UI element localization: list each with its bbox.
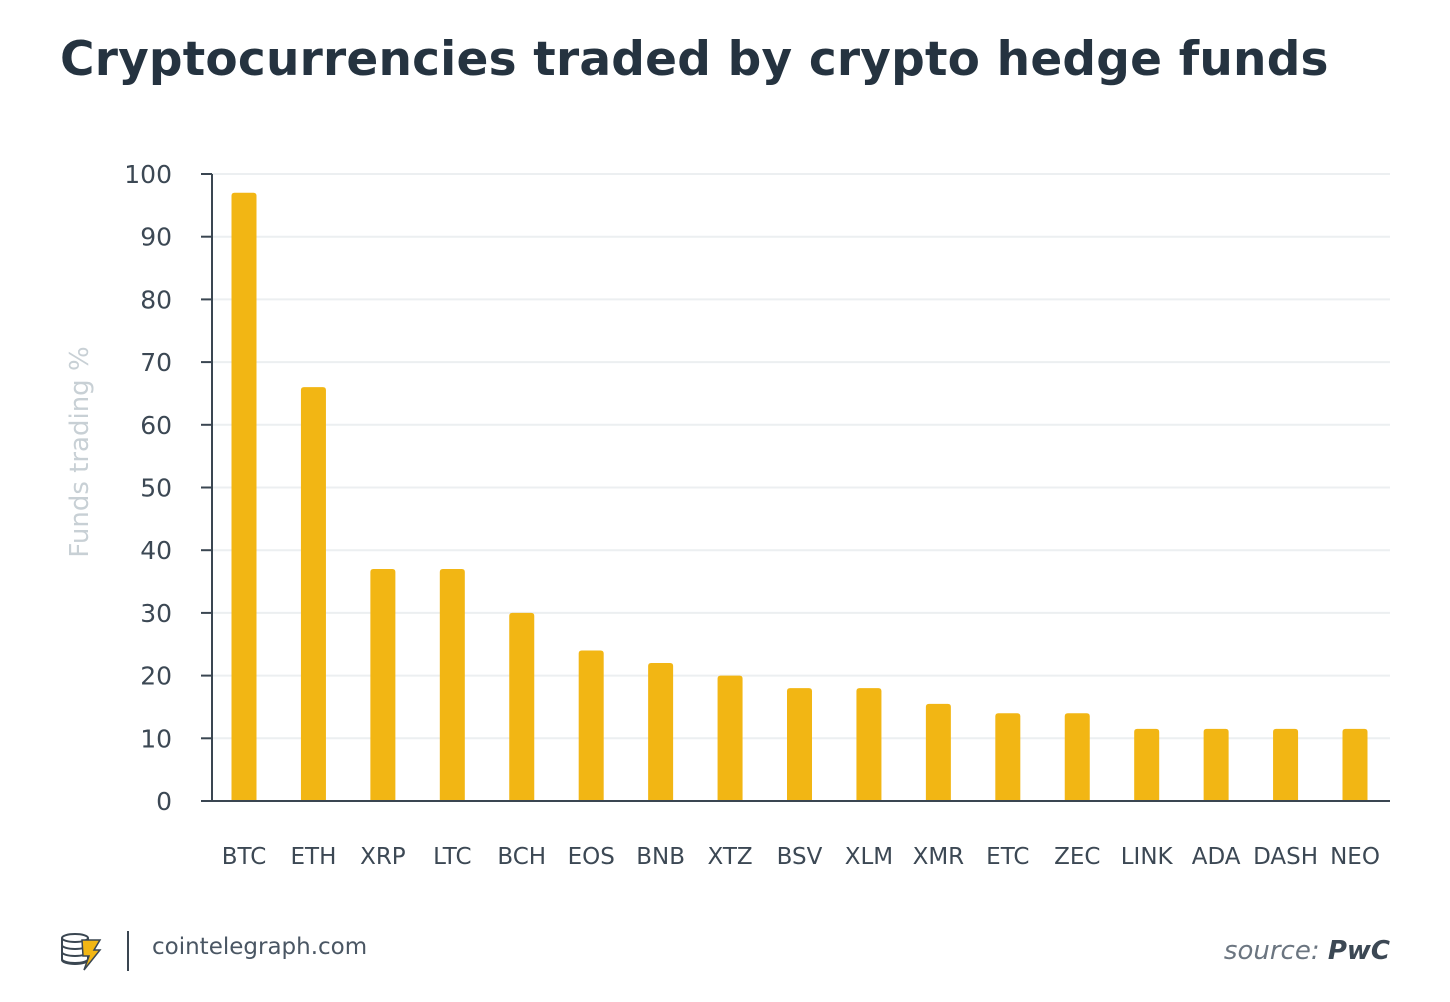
y-tick-label: 90 — [140, 223, 172, 252]
bar-bsv — [787, 688, 812, 801]
y-tick-label: 50 — [140, 474, 172, 503]
bar-xmr — [925, 703, 951, 801]
x-tick-label-neo: NEO — [1330, 844, 1380, 870]
x-tick-label-btc: BTC — [222, 844, 267, 870]
cointelegraph-logo-icon — [61, 933, 102, 971]
bar-etc — [995, 713, 1021, 801]
x-tick-label-xmr: XMR — [913, 844, 965, 870]
y-tick-label: 10 — [140, 724, 172, 753]
bar-dash — [1273, 728, 1299, 801]
source-name: PwC — [1327, 936, 1390, 966]
x-tick-label-xlm: XLM — [845, 844, 893, 870]
bar-link — [1134, 728, 1160, 801]
footer-divider — [127, 931, 129, 971]
bar-xrp — [370, 569, 396, 801]
axes — [201, 173, 1390, 802]
y-tick-label: 0 — [156, 787, 172, 816]
x-tick-label-bnb: BNB — [636, 844, 685, 870]
x-tick-label-eos: EOS — [568, 844, 615, 870]
x-tick-label-bch: BCH — [497, 844, 546, 870]
bars — [231, 192, 1368, 801]
y-axis-label: Funds trading % — [65, 346, 95, 557]
x-tick-label-ltc: LTC — [433, 844, 471, 870]
y-tick-label: 70 — [140, 348, 172, 377]
bar-bch — [509, 612, 535, 801]
x-tick-labels: BTC ETH XRP LTC BCH EOS BNB XTZ BSV XLM XMR ETC ZEC L… — [222, 844, 1380, 870]
x-tick-label-link: LINK — [1121, 844, 1174, 870]
y-tick-label: 80 — [140, 285, 172, 314]
y-tick-label: 40 — [140, 536, 172, 565]
chart-title: Cryptocurrencies traded by crypto hedge … — [60, 32, 1329, 87]
source-prefix: source: — [1223, 936, 1328, 966]
y-tick-label: 30 — [140, 599, 172, 628]
y-tick-labels: 0 10 20 30 40 50 60 70 80 90 100 — [124, 160, 172, 816]
footer-source: source: PwC — [1224, 936, 1390, 966]
x-tick-label-bsv: BSV — [777, 844, 823, 870]
x-tick-label-eth: ETH — [290, 844, 336, 870]
bar-ltc — [439, 569, 465, 801]
bar-chart: 0 10 20 30 40 50 60 70 80 90 100 BTC ETH XRP LTC BCH EO… — [65, 160, 1390, 870]
bar-eth — [300, 387, 326, 801]
bar-bnb — [648, 663, 674, 801]
footer-site-url[interactable]: cointelegraph.com — [152, 934, 368, 960]
bar-btc — [231, 192, 257, 801]
gridlines — [212, 173, 1390, 740]
x-tick-label-etc: ETC — [986, 844, 1029, 870]
bar-eos — [578, 650, 604, 801]
bar-zec — [1064, 713, 1090, 801]
y-tick-label: 20 — [140, 662, 172, 691]
x-tick-label-xrp: XRP — [360, 844, 406, 870]
bar-ada — [1203, 728, 1229, 801]
x-tick-label-xtz: XTZ — [707, 844, 752, 870]
x-tick-label-dash: DASH — [1253, 844, 1318, 870]
y-tick-label: 100 — [124, 160, 172, 189]
bar-xtz — [717, 675, 743, 801]
x-tick-label-ada: ADA — [1192, 844, 1241, 870]
bar-xlm — [856, 688, 882, 801]
y-tick-label: 60 — [140, 411, 172, 440]
bar-neo — [1342, 728, 1368, 801]
x-tick-label-zec: ZEC — [1054, 844, 1100, 870]
